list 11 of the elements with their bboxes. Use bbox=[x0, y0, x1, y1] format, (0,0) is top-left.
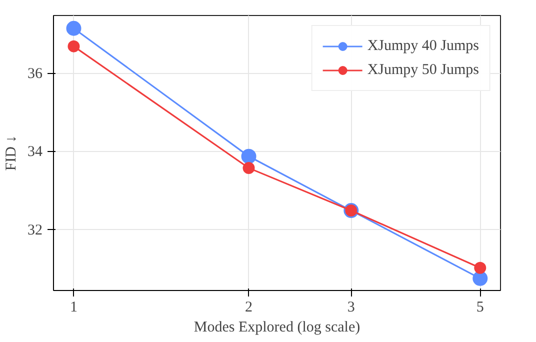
legend-label: XJumpy 50 Jumps bbox=[367, 62, 479, 78]
y-tick-label: 36 bbox=[28, 66, 43, 82]
x-tick-label: 1 bbox=[70, 300, 78, 316]
y-tick-label: 34 bbox=[28, 144, 43, 160]
y-axis-title: FID ↓ bbox=[4, 135, 20, 171]
x-tick-label: 3 bbox=[347, 300, 355, 316]
x-tick-label: 2 bbox=[245, 300, 253, 316]
y-tick-label: 32 bbox=[28, 222, 42, 238]
x-axis-title: Modes Explored (log scale) bbox=[194, 320, 360, 336]
x-tick-label: 5 bbox=[476, 300, 484, 316]
legend-label: XJumpy 40 Jumps bbox=[367, 38, 479, 54]
